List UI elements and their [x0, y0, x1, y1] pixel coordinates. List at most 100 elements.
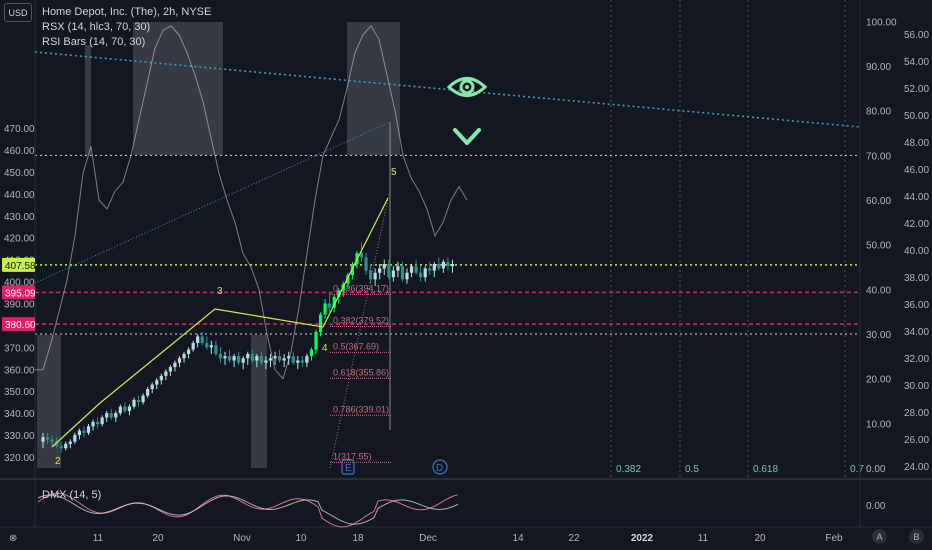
- candle-body: [191, 342, 195, 350]
- left-axis-tick: 400.00: [4, 278, 35, 289]
- candle-body: [237, 356, 241, 363]
- candle-body: [309, 349, 314, 357]
- price-label-box: [2, 285, 35, 300]
- time-axis-label: 11: [698, 533, 709, 544]
- rsx-extreme-zone: [85, 45, 91, 155]
- candle-body: [232, 356, 236, 361]
- candle-body: [305, 356, 309, 363]
- indicator-rsx-label[interactable]: RSX (14, hlc3, 70, 30): [42, 21, 151, 33]
- candle-body: [428, 268, 432, 271]
- rsx-axis-tick: 0.00: [866, 464, 886, 475]
- candle-body: [150, 384, 154, 390]
- rsx-axis-tick: 100.00: [866, 17, 897, 28]
- candle-body: [278, 356, 282, 361]
- candle-body: [91, 421, 95, 427]
- candle-body: [246, 353, 250, 359]
- dmx-legend[interactable]: DMX (14, 5): [42, 489, 102, 501]
- candle-body: [155, 380, 159, 385]
- candle-body: [123, 406, 127, 411]
- rsx-axis-tick: 70.00: [866, 151, 891, 162]
- candle-body: [114, 413, 118, 418]
- fib-level-label: 0.786(339.01): [333, 404, 389, 414]
- fib-time-label: 0.5: [685, 464, 699, 475]
- candle-body: [437, 264, 441, 269]
- left-axis-tick: 390.00: [4, 299, 35, 310]
- candle-body: [127, 406, 132, 411]
- time-axis-label: Nov: [233, 533, 251, 544]
- auto-scale-button[interactable]: A: [872, 529, 887, 544]
- candle-body: [291, 356, 295, 363]
- candle-body: [332, 296, 336, 308]
- rsx-axis-tick: 10.00: [866, 419, 891, 430]
- candle-body: [45, 437, 50, 440]
- left-axis-tick: 470.00: [4, 124, 35, 135]
- earnings-marker: [341, 459, 355, 475]
- dmx-line-minus: [37, 494, 459, 525]
- annotation-icons: [446, 77, 488, 145]
- candle-body: [259, 356, 263, 363]
- rsx-axis-tick: 50.00: [866, 241, 891, 252]
- candle-body: [318, 314, 323, 332]
- time-axis-label: 11: [93, 533, 104, 544]
- candle-body: [282, 358, 286, 361]
- wave-label: 5: [391, 167, 397, 178]
- fib-retracement: 0.236(394.17) 0.382(379.52) 0.5(367.69) 0.6…: [330, 283, 391, 463]
- rsx-axis-tick: 20.00: [866, 375, 891, 386]
- outer-axis-tick: 34.00: [904, 327, 929, 338]
- candle-body: [50, 439, 54, 442]
- outer-axis-tick: 48.00: [904, 138, 929, 149]
- outer-axis-tick: 46.00: [904, 165, 929, 176]
- price-label-text: 395.09: [5, 288, 36, 299]
- currency-badge[interactable]: USD: [4, 3, 32, 22]
- candle-body: [86, 426, 91, 433]
- candle-body: [200, 336, 204, 343]
- candle-body: [196, 336, 200, 343]
- candle-body: [273, 356, 277, 359]
- candle-body: [441, 261, 445, 269]
- candle-body: [328, 303, 332, 308]
- wave-label: 2: [55, 456, 61, 467]
- rsx-line: [35, 25, 468, 380]
- candle-body: [187, 349, 191, 354]
- outer-axis-tick: 54.00: [904, 57, 929, 68]
- rsx-extreme-zone: [37, 335, 61, 468]
- time-axis-label: 14: [512, 533, 524, 544]
- left-axis-tick: 360.00: [4, 365, 35, 376]
- elliott-wave: 2 3 4 5 E D: [51, 167, 448, 475]
- candle-body: [96, 421, 100, 425]
- candle-body: [400, 266, 405, 280]
- left-axis-tick: 330.00: [4, 431, 35, 442]
- wave-label: 4: [322, 343, 328, 354]
- outer-axis-tick: 32.00: [904, 354, 929, 365]
- candle-body: [168, 367, 172, 372]
- left-axis-tick: 460.00: [4, 146, 35, 157]
- rsx-extreme-zone: [133, 22, 223, 155]
- symbol-title[interactable]: Home Depot, Inc. (The), 2h, NYSE: [42, 6, 212, 18]
- fib-level-label: 0.5(367.69): [333, 341, 379, 351]
- candle-body: [159, 375, 163, 381]
- candle-body: [414, 266, 418, 273]
- candle-body: [382, 264, 386, 269]
- candle-body: [323, 303, 327, 315]
- candle-body: [369, 270, 373, 280]
- rsx-axis-tick: 40.00: [866, 285, 891, 296]
- left-axis-tick: 450.00: [4, 168, 35, 179]
- candle-body: [209, 345, 213, 348]
- price-label-text: 407.58: [5, 261, 36, 272]
- outer-axis-tick: 36.00: [904, 300, 929, 311]
- candle-body: [346, 274, 350, 284]
- wave-label: 3: [217, 286, 223, 297]
- candle-body: [423, 268, 427, 278]
- candle-body: [337, 290, 341, 297]
- candle-body: [405, 272, 409, 280]
- candle-body: [387, 264, 391, 278]
- outer-axis-tick: 56.00: [904, 30, 929, 41]
- candle-body: [118, 406, 122, 414]
- indicator-rsi-bars-label[interactable]: RSI Bars (14, 70, 30): [42, 36, 146, 48]
- log-scale-button[interactable]: B: [909, 529, 924, 544]
- candle-body: [205, 342, 209, 348]
- candle-body: [287, 356, 291, 359]
- candle-body: [296, 360, 300, 363]
